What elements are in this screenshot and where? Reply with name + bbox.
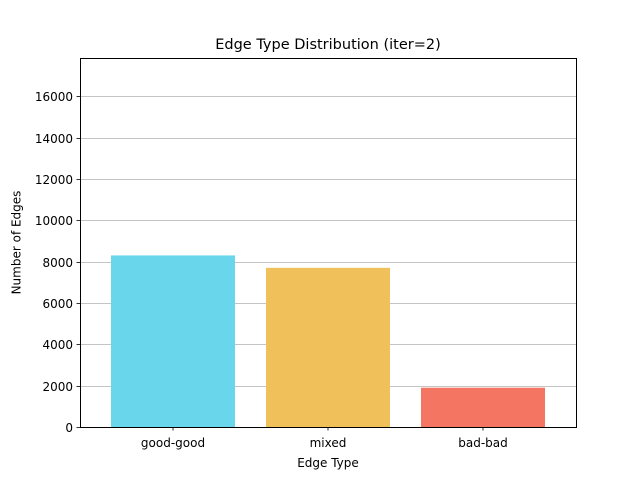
chart-title: Edge Type Distribution (iter=2)	[215, 37, 441, 53]
plot-frame	[80, 58, 577, 428]
x-tick-label: bad-bad	[458, 436, 508, 450]
bar-mixed	[266, 267, 390, 427]
y-tick-label: 2000	[42, 380, 73, 394]
y-tick-label: 10000	[35, 214, 73, 228]
y-tick-label: 4000	[42, 338, 73, 352]
x-tick-label: good-good	[141, 436, 205, 450]
y-tick-label: 16000	[35, 90, 73, 104]
y-axis-label: Number of Edges	[10, 191, 24, 295]
x-axis-ticks: good-good mixed bad-bad	[141, 427, 508, 450]
y-tick-label: 12000	[35, 173, 73, 187]
y-tick-label: 0	[65, 421, 73, 435]
y-tick-label: 14000	[35, 132, 73, 146]
y-tick-label: 6000	[42, 297, 73, 311]
y-tick-label: 8000	[42, 256, 73, 270]
x-tick-label: mixed	[310, 436, 347, 450]
y-axis-ticks: 0 2000 4000 6000 8000 10000 12000 14000 16000	[35, 90, 80, 435]
bar-good-good	[111, 255, 235, 427]
bars	[111, 255, 545, 427]
x-axis-label: Edge Type	[297, 456, 359, 470]
bar-bad-bad	[421, 387, 545, 427]
